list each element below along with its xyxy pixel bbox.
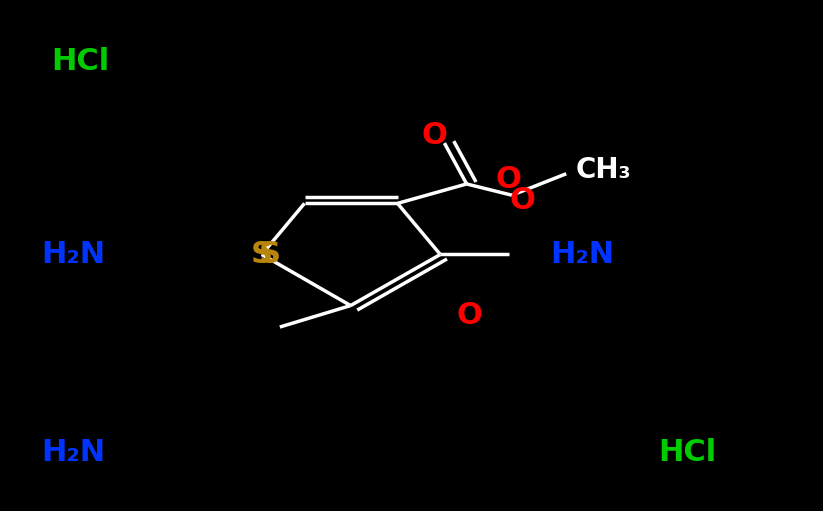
Text: O: O <box>495 166 522 194</box>
Text: H₂N: H₂N <box>41 240 105 269</box>
Text: HCl: HCl <box>51 47 109 76</box>
Text: H₂N: H₂N <box>550 240 614 269</box>
Text: S: S <box>259 240 281 269</box>
Text: O: O <box>421 121 448 150</box>
Text: H₂N: H₂N <box>41 438 105 467</box>
Text: HCl: HCl <box>658 438 716 467</box>
Text: S: S <box>251 240 272 269</box>
Text: CH₃: CH₃ <box>576 156 632 183</box>
Text: O: O <box>456 301 482 330</box>
Text: O: O <box>509 186 536 215</box>
